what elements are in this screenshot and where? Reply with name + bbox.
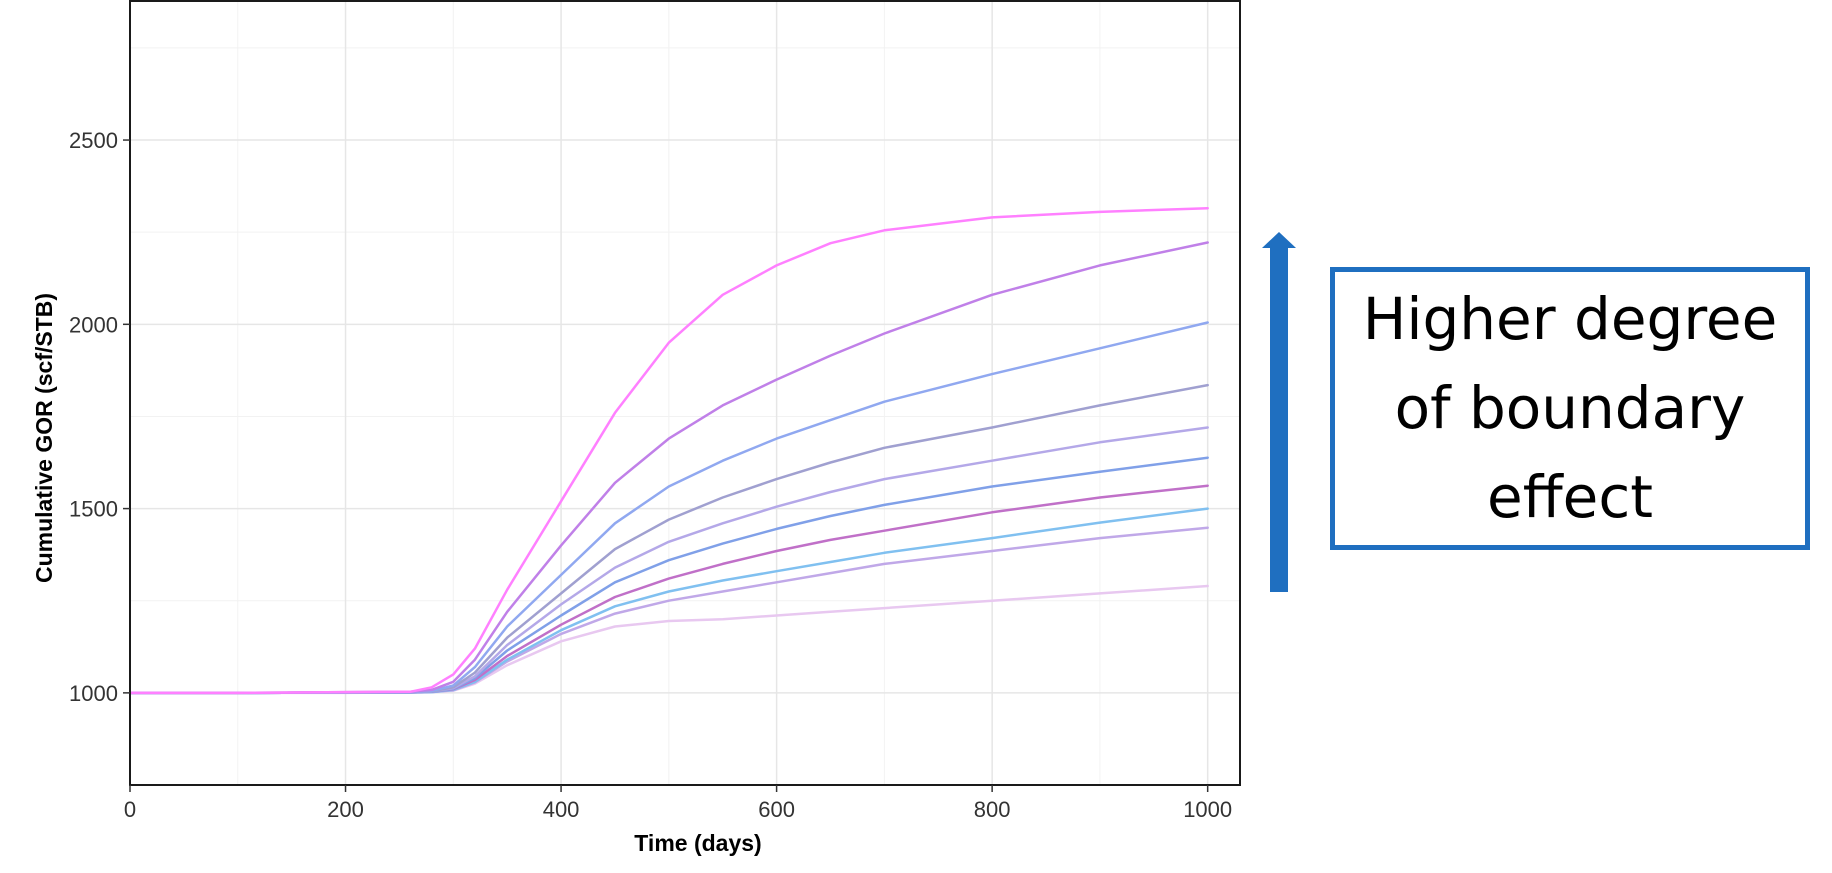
x-tick-label: 1000: [1183, 797, 1232, 822]
annotation-text: Higher degree of boundary effect: [1362, 285, 1778, 531]
x-tick-label: 800: [974, 797, 1011, 822]
plot-panel-border: [129, 0, 1241, 786]
x-tick-label: 0: [124, 797, 136, 822]
y-tick-label: 2000: [69, 312, 118, 337]
x-tick-label: 400: [543, 797, 580, 822]
y-tick-label: 1000: [69, 681, 118, 706]
x-axis-title: Time (days): [634, 830, 761, 856]
series-lines: [128, 206, 1209, 695]
axes: 0 200 400 600 800 1000 1000 1500 2000 2500: [69, 0, 1241, 822]
x-tick-label: 600: [758, 797, 795, 822]
y-tick-label: 2500: [69, 128, 118, 153]
grid-lines: [129, 0, 1240, 786]
up-arrow-icon: [1262, 232, 1296, 592]
arrow-shaft: [1270, 248, 1288, 592]
x-tick-label: 200: [327, 797, 364, 822]
annotation-box: Higher degree of boundary effect: [1330, 267, 1810, 550]
series-line-1: [128, 206, 1209, 695]
arrow-head: [1262, 232, 1296, 248]
y-tick-label: 1500: [69, 497, 118, 522]
y-axis-title: Cumulative GOR (scf/STB): [31, 293, 57, 583]
